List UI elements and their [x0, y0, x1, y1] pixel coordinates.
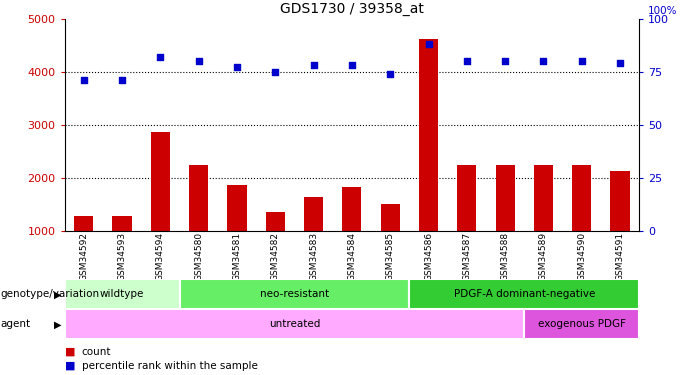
Point: [538, 58, 549, 64]
Bar: [227, 185, 247, 284]
Text: GSM34592: GSM34592: [80, 232, 88, 281]
Text: GSM34589: GSM34589: [539, 232, 548, 281]
Bar: [74, 216, 93, 284]
Bar: [189, 165, 208, 284]
Bar: [180, 279, 409, 309]
Bar: [611, 171, 630, 284]
Text: ▶: ▶: [54, 290, 61, 299]
Text: wildtype: wildtype: [100, 290, 144, 299]
Bar: [266, 212, 285, 284]
Text: GSM34591: GSM34591: [615, 232, 624, 281]
Text: GSM34585: GSM34585: [386, 232, 394, 281]
Text: GSM34594: GSM34594: [156, 232, 165, 281]
Text: genotype/variation: genotype/variation: [1, 290, 100, 299]
Text: GSM34583: GSM34583: [309, 232, 318, 281]
Text: 100%: 100%: [647, 6, 677, 16]
Bar: [151, 132, 170, 284]
Point: [308, 62, 319, 68]
Point: [461, 58, 472, 64]
Bar: [496, 165, 515, 284]
Text: GSM34587: GSM34587: [462, 232, 471, 281]
Bar: [572, 165, 592, 284]
Point: [270, 69, 281, 75]
Bar: [419, 39, 438, 284]
Point: [576, 58, 587, 64]
Bar: [534, 165, 553, 284]
Bar: [342, 187, 362, 284]
Title: GDS1730 / 39358_at: GDS1730 / 39358_at: [280, 2, 424, 16]
Bar: [457, 165, 477, 284]
Point: [231, 64, 242, 70]
Text: untreated: untreated: [269, 320, 320, 329]
Bar: [65, 309, 524, 339]
Text: GSM34593: GSM34593: [118, 232, 126, 281]
Point: [423, 41, 434, 47]
Text: ▶: ▶: [54, 320, 61, 329]
Text: neo-resistant: neo-resistant: [260, 290, 329, 299]
Point: [346, 62, 357, 68]
Text: ■: ■: [65, 361, 75, 370]
Bar: [65, 279, 180, 309]
Text: GSM34586: GSM34586: [424, 232, 433, 281]
Text: GSM34580: GSM34580: [194, 232, 203, 281]
Bar: [409, 279, 639, 309]
Point: [385, 71, 396, 77]
Point: [78, 77, 89, 83]
Point: [615, 60, 626, 66]
Bar: [524, 309, 639, 339]
Point: [193, 58, 204, 64]
Text: GSM34582: GSM34582: [271, 232, 279, 281]
Text: PDGF-A dominant-negative: PDGF-A dominant-negative: [454, 290, 595, 299]
Text: GSM34588: GSM34588: [500, 232, 509, 281]
Text: GSM34581: GSM34581: [233, 232, 241, 281]
Text: ■: ■: [65, 347, 75, 357]
Text: GSM34590: GSM34590: [577, 232, 586, 281]
Bar: [304, 197, 323, 284]
Bar: [112, 216, 132, 284]
Bar: [381, 204, 400, 284]
Point: [500, 58, 511, 64]
Text: count: count: [82, 347, 111, 357]
Text: GSM34584: GSM34584: [347, 232, 356, 281]
Text: agent: agent: [1, 320, 31, 329]
Point: [155, 54, 166, 60]
Text: exogenous PDGF: exogenous PDGF: [538, 320, 626, 329]
Point: [117, 77, 128, 83]
Text: percentile rank within the sample: percentile rank within the sample: [82, 361, 258, 370]
